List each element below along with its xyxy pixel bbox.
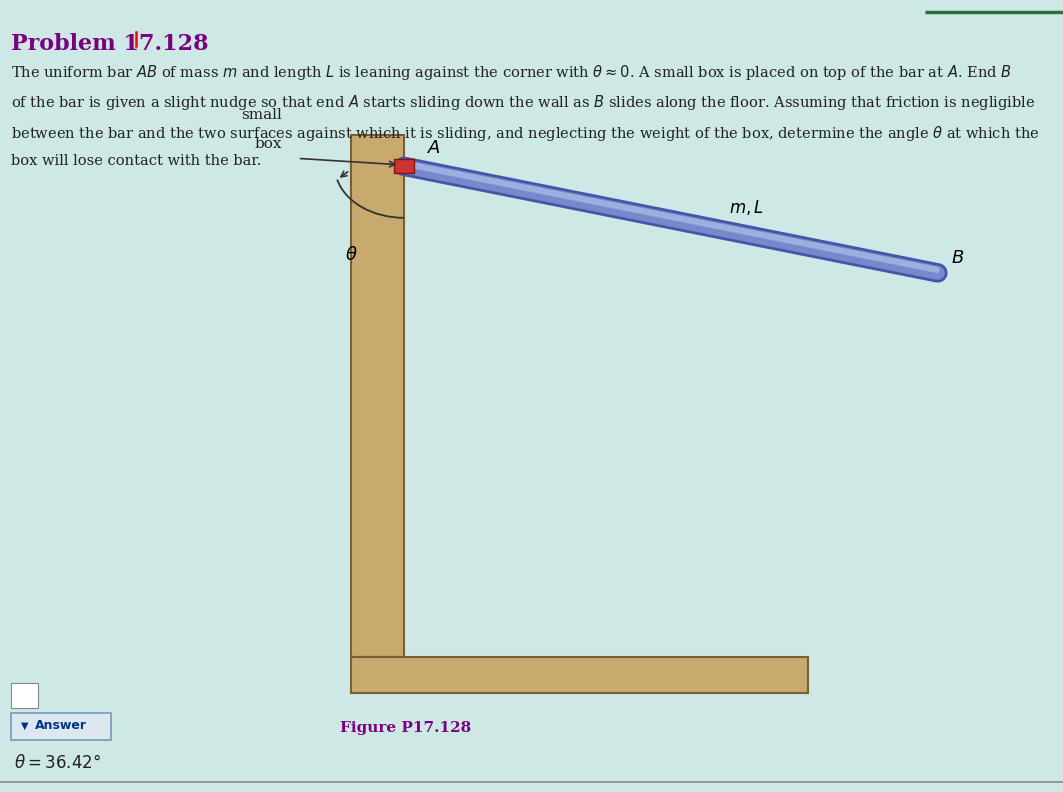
- Text: Answer: Answer: [35, 719, 87, 733]
- Bar: [351, 135, 404, 657]
- Text: small: small: [241, 108, 282, 122]
- Text: The uniform bar $AB$ of mass $m$ and length $L$ is leaning against the corner wi: The uniform bar $AB$ of mass $m$ and len…: [11, 63, 1011, 82]
- Text: $\theta$: $\theta$: [344, 246, 357, 264]
- Text: $\theta = 36.42°$: $\theta = 36.42°$: [14, 755, 101, 772]
- Text: Problem 17.128: Problem 17.128: [11, 33, 208, 55]
- Bar: [351, 657, 808, 693]
- Text: box: box: [254, 137, 282, 151]
- FancyBboxPatch shape: [11, 683, 38, 708]
- Text: $A$: $A$: [427, 139, 441, 157]
- Text: of the bar is given a slight nudge so that end $A$ starts sliding down the wall : of the bar is given a slight nudge so th…: [11, 93, 1035, 112]
- FancyBboxPatch shape: [11, 713, 111, 740]
- Text: $B$: $B$: [950, 249, 964, 267]
- Text: $m, L$: $m, L$: [729, 198, 764, 217]
- Text: ▼: ▼: [21, 721, 29, 731]
- Text: Figure P17.128: Figure P17.128: [340, 721, 471, 735]
- Text: between the bar and the two surfaces against which it is sliding, and neglecting: between the bar and the two surfaces aga…: [11, 124, 1039, 143]
- Bar: [394, 159, 414, 173]
- Text: box will lose contact with the bar.: box will lose contact with the bar.: [11, 154, 261, 168]
